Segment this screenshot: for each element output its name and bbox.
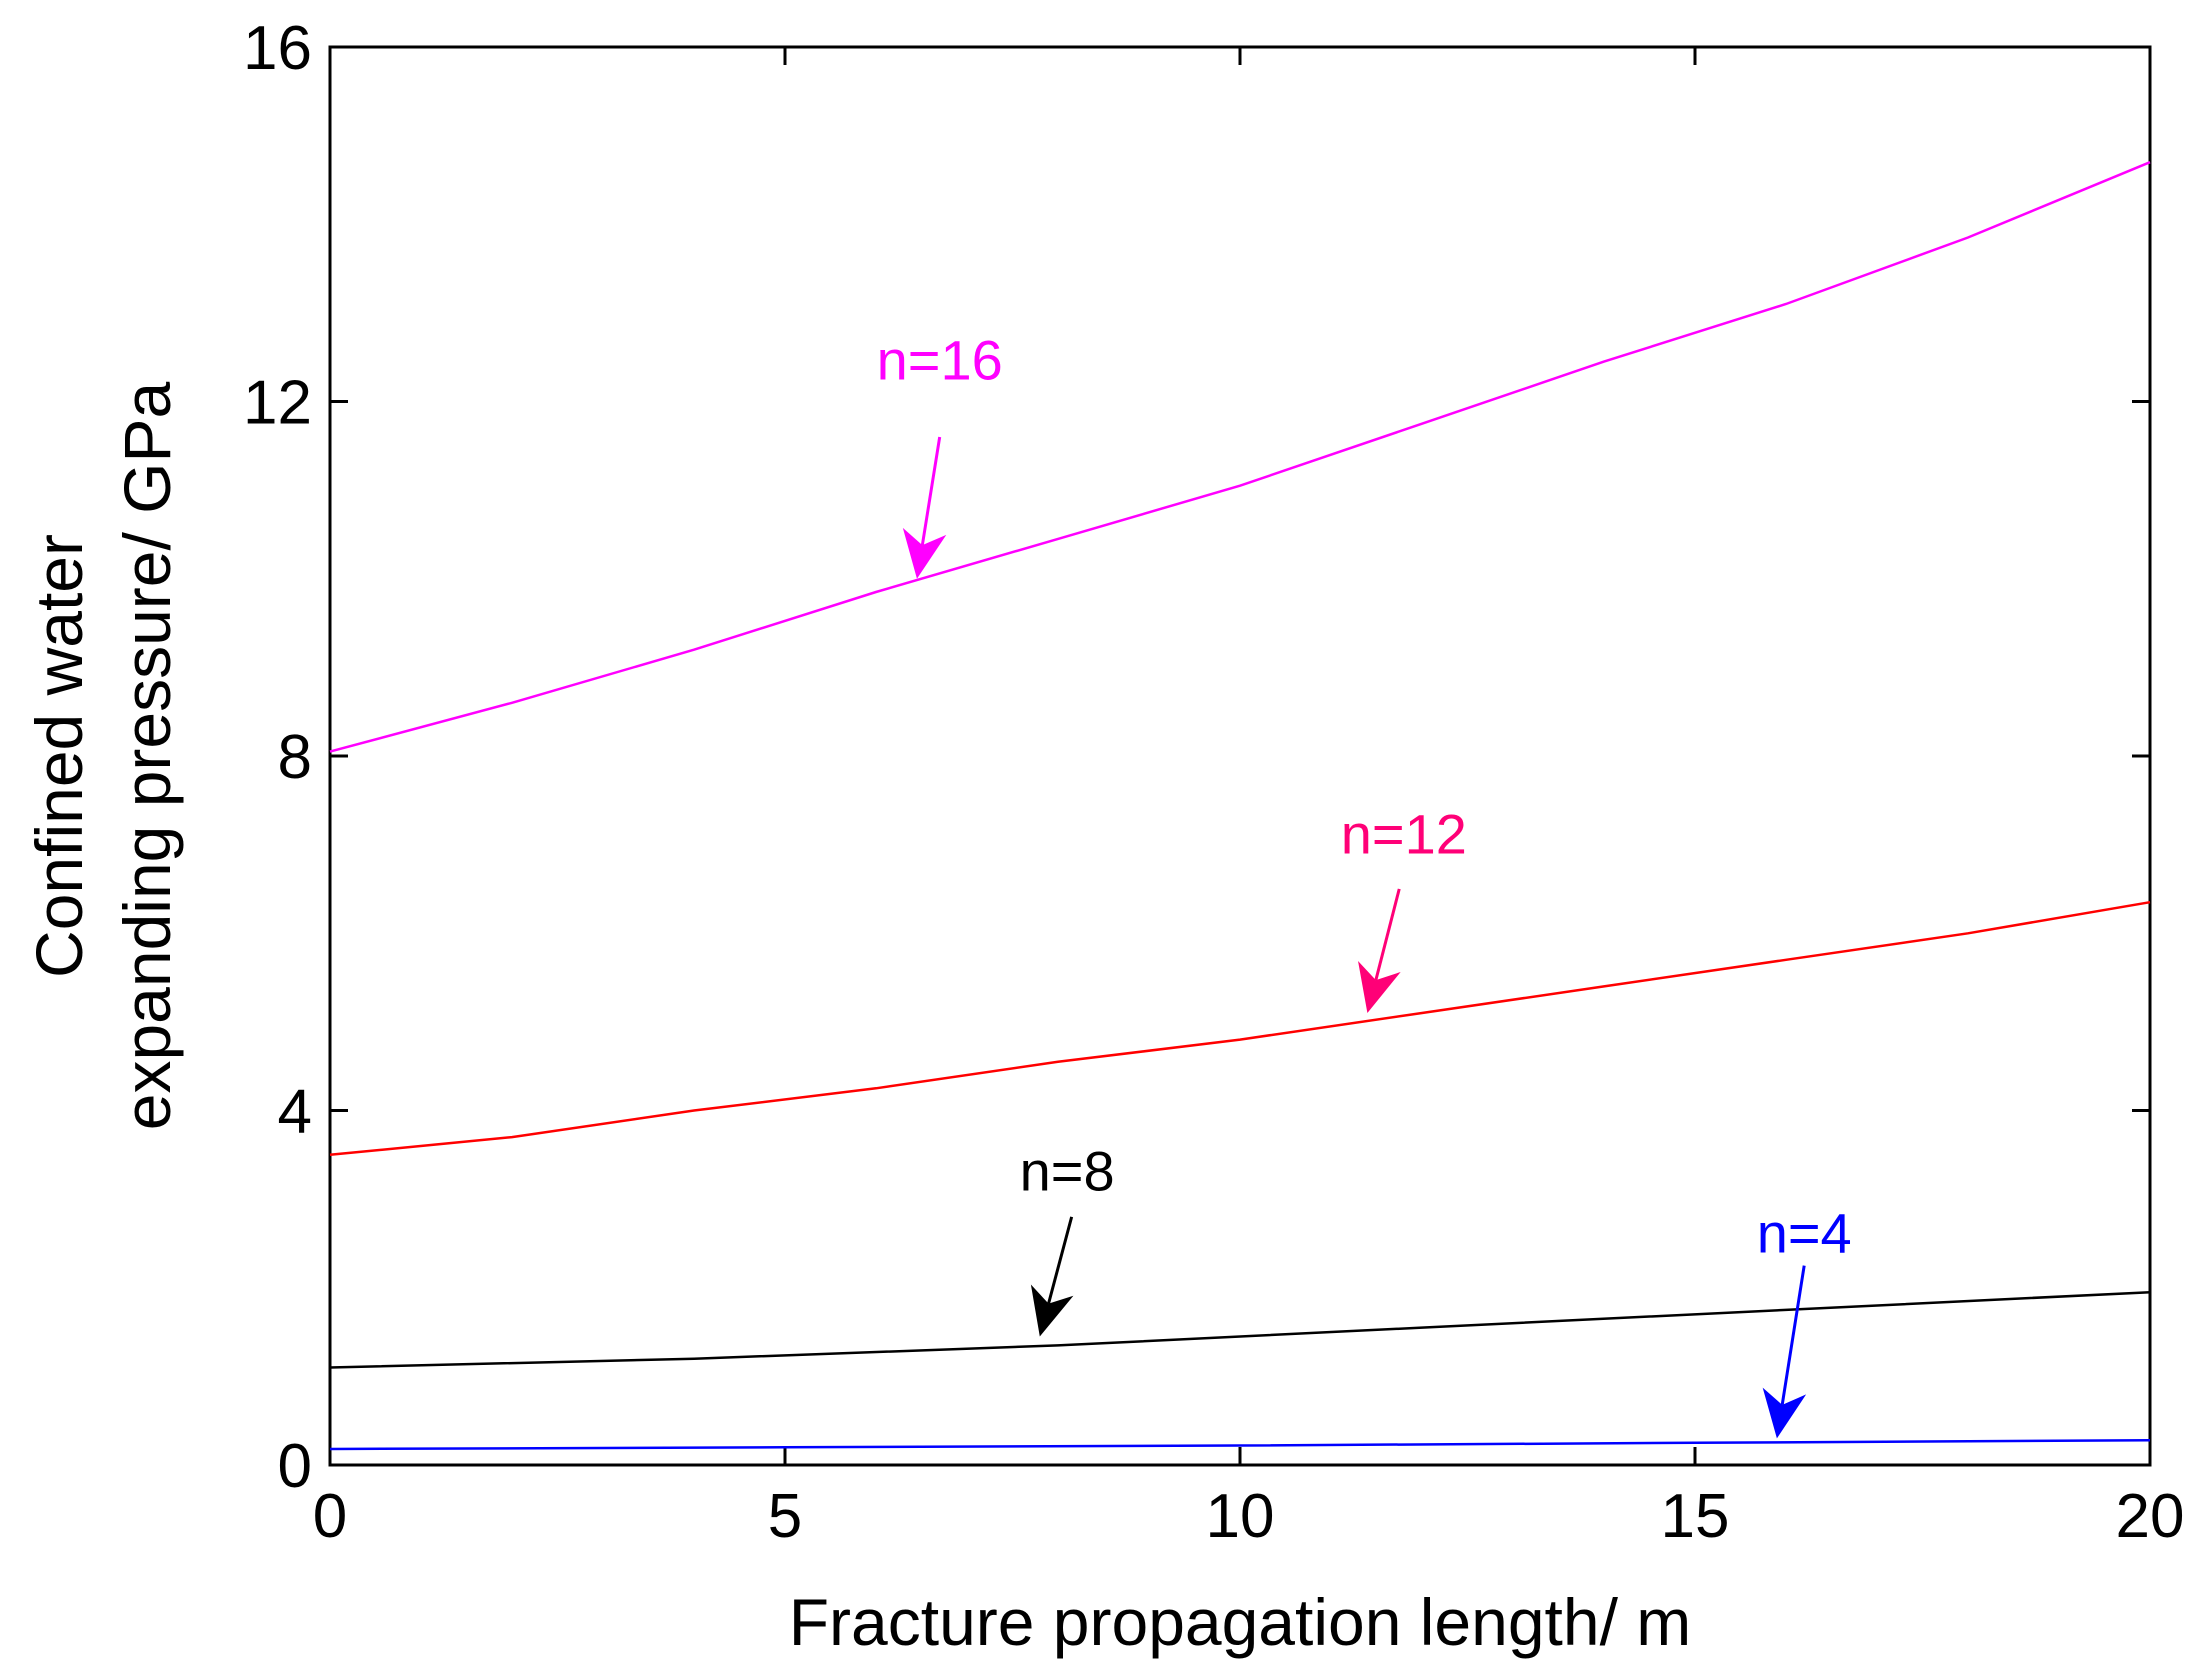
- annotation-arrow-shaft-n-4: [1780, 1265, 1806, 1406]
- series-line-n-8: [329, 1290, 2151, 1369]
- x-tick-label: 10: [1206, 1482, 1275, 1551]
- axis-ticks: 0 5 10 15 20 0 4 8 12 16: [243, 14, 2184, 1551]
- y-tick-label: 4: [278, 1078, 312, 1147]
- annotation-arrow-head-n-4: [1762, 1387, 1807, 1439]
- annotation-arrow-shaft-n-12: [1374, 888, 1401, 981]
- annotation-arrow-shaft-n-16: [920, 436, 942, 546]
- series-line-n-16: [329, 161, 2151, 753]
- y-tick-label: 12: [243, 369, 312, 438]
- x-axis-label: Fracture propagation length/ m: [789, 1585, 1692, 1659]
- y-axis-label-line-2: expanding pressure/ GPa: [110, 381, 184, 1130]
- annotation-label-n-12: n=12: [1341, 802, 1467, 865]
- series-line-n-4: [329, 1438, 2151, 1451]
- x-tick-label: 0: [313, 1482, 347, 1551]
- x-tick-label: 20: [2116, 1482, 2185, 1551]
- annotation-arrow-head-n-8: [1030, 1284, 1074, 1337]
- annotation-label-n-4: n=4: [1757, 1201, 1852, 1264]
- series-layer: [329, 161, 2151, 1451]
- annotation-label-n-16: n=16: [877, 328, 1003, 391]
- x-tick-label: 15: [1661, 1482, 1730, 1551]
- x-tick-label: 5: [768, 1482, 802, 1551]
- annotation-label-n-8: n=8: [1020, 1139, 1115, 1202]
- y-axis-label-line-1: Confined water: [22, 534, 96, 978]
- annotation-arrow-head-n-12: [1358, 961, 1401, 1014]
- y-tick-label: 8: [278, 723, 312, 792]
- plot-area: [328, 45, 2152, 1467]
- annotation-arrow-shaft-n-8: [1047, 1216, 1074, 1305]
- y-tick-label: 0: [278, 1432, 312, 1501]
- series-line-n-12: [329, 900, 2151, 1157]
- y-tick-label: 16: [243, 14, 312, 83]
- annotation-arrow-head-n-16: [902, 527, 947, 579]
- annotation-layer: n=16 n=12 n=8 n=4: [877, 328, 1852, 1439]
